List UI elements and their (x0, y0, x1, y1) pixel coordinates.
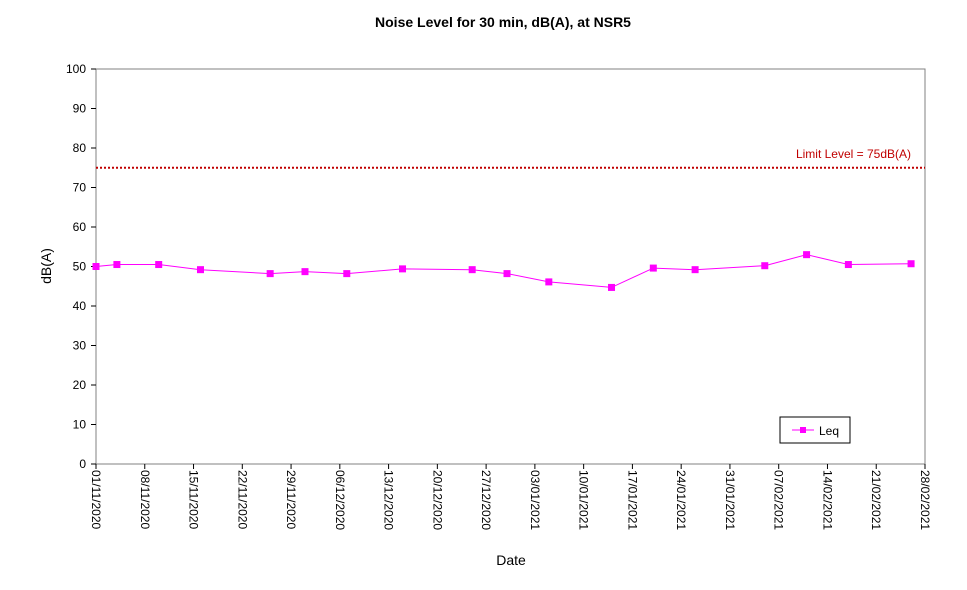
data-point (803, 251, 811, 259)
limit-label: Limit Level = 75dB(A) (796, 147, 911, 161)
data-point (399, 265, 407, 273)
data-point (907, 260, 915, 268)
y-axis: 0 10 20 30 40 50 60 70 80 90 100 (66, 62, 96, 471)
x-tick-label: 22/11/2020 (235, 470, 249, 529)
data-point (545, 278, 553, 286)
data-point (155, 261, 163, 269)
data-point (844, 261, 852, 269)
series-leq (92, 251, 915, 291)
x-axis-label: Date (496, 552, 526, 568)
data-point (608, 283, 616, 291)
x-tick-label: 07/02/2021 (772, 470, 786, 530)
y-tick-label: 30 (73, 339, 87, 353)
y-tick-label: 0 (79, 457, 86, 471)
data-point (196, 266, 204, 274)
x-tick-label: 03/01/2021 (528, 470, 542, 530)
data-point (503, 270, 511, 278)
x-tick-label: 01/11/2020 (89, 470, 103, 529)
data-point (301, 268, 309, 276)
y-tick-label: 40 (73, 299, 87, 313)
y-tick-label: 90 (73, 102, 87, 116)
x-tick-label: 20/12/2020 (430, 470, 444, 530)
x-tick-label: 10/01/2021 (577, 470, 591, 530)
x-tick-label: 15/11/2020 (187, 470, 201, 529)
series-line-leq (95, 254, 912, 288)
legend-label-leq: Leq (819, 424, 839, 438)
x-tick-label: 13/12/2020 (382, 470, 396, 530)
data-point (113, 261, 121, 269)
x-tick-label: 08/11/2020 (138, 470, 152, 529)
legend: Leq (779, 416, 851, 444)
data-point (691, 266, 699, 274)
data-point (266, 270, 274, 278)
y-axis-label: dB(A) (38, 248, 54, 284)
y-tick-label: 60 (73, 220, 87, 234)
x-tick-label: 14/02/2021 (820, 470, 834, 530)
data-point (649, 264, 657, 272)
x-tick-label: 17/01/2021 (625, 470, 639, 530)
limit-line-group: Limit Level = 75dB(A) (96, 147, 925, 169)
x-tick-label: 28/02/2021 (918, 470, 932, 530)
y-tick-label: 50 (73, 260, 87, 274)
y-tick-label: 80 (73, 141, 87, 155)
legend-box (779, 416, 851, 444)
y-tick-label: 70 (73, 181, 87, 195)
y-tick-label: 100 (66, 62, 86, 76)
data-point (468, 266, 476, 274)
data-point (343, 270, 351, 278)
data-point (761, 262, 769, 270)
plot-area (95, 68, 926, 465)
y-tick-label: 10 (73, 418, 87, 432)
x-tick-label: 06/12/2020 (333, 470, 347, 530)
x-tick-label: 27/12/2020 (479, 470, 493, 530)
x-axis: 01/11/2020 08/11/2020 15/11/2020 22/11/2020… (89, 464, 932, 530)
x-tick-label: 24/01/2021 (674, 470, 688, 530)
legend-marker-swatch (800, 427, 806, 433)
chart-title: Noise Level for 30 min, dB(A), at NSR5 (375, 14, 631, 30)
x-tick-label: 21/02/2021 (869, 470, 883, 530)
y-tick-label: 20 (73, 378, 87, 392)
data-point (92, 263, 100, 270)
x-tick-label: 31/01/2021 (723, 470, 737, 530)
x-tick-label: 29/11/2020 (284, 470, 298, 529)
